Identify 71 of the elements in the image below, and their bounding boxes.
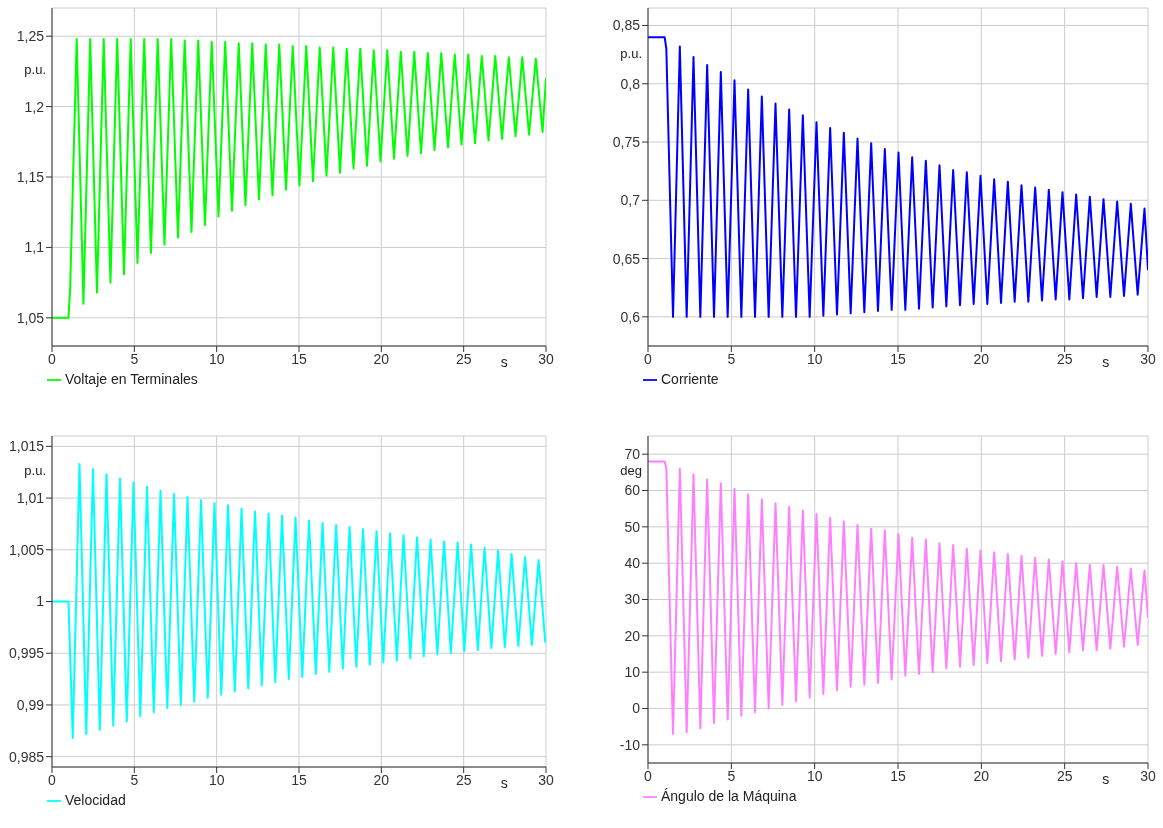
- y-tick-label: 70: [624, 446, 641, 463]
- y-tick-label: 1,15: [16, 168, 45, 185]
- x-tick-label: 20: [373, 350, 390, 367]
- y-tick-label: 50: [624, 518, 641, 535]
- x-tick-label: 15: [291, 350, 307, 367]
- x-tick-label: 5: [130, 771, 139, 788]
- x-tick-label: 0: [48, 350, 57, 367]
- x-tick-label: 20: [973, 350, 990, 367]
- x-tick-label: 25: [1056, 350, 1073, 367]
- y-tick-label: 1,01: [16, 490, 45, 507]
- line-series: [648, 36, 1148, 318]
- y-tick-label: 1,005: [8, 541, 45, 558]
- y-tick-label: -10: [619, 736, 641, 753]
- y-tick-label: 0,65: [612, 250, 641, 267]
- y-tick-label: 60: [624, 482, 641, 499]
- y-tick-label: 1,25: [16, 28, 45, 45]
- y-tick-label: 10: [624, 664, 641, 681]
- line-series: [52, 462, 546, 740]
- x-tick-label: 0: [644, 767, 653, 784]
- x-axis-title: s: [1102, 354, 1110, 370]
- x-axis-title: s: [1102, 771, 1110, 787]
- y-tick-label: 0,99: [16, 696, 45, 713]
- y-tick-label: 1,2: [24, 98, 45, 115]
- line-series: [648, 460, 1148, 735]
- y-tick-label: 0,8: [620, 75, 641, 92]
- x-tick-label: 20: [373, 771, 390, 788]
- y-axis-title: p.u.: [620, 45, 642, 61]
- legend-label: Velocidad: [65, 792, 126, 808]
- x-tick-label: 5: [727, 350, 736, 367]
- y-tick-label: 1,1: [24, 239, 45, 256]
- x-tick-label: 5: [130, 350, 139, 367]
- legend-label: Corriente: [661, 371, 719, 387]
- x-tick-label: 10: [208, 350, 225, 367]
- x-tick-label: 0: [48, 771, 57, 788]
- y-tick-label: 20: [624, 627, 641, 644]
- y-tick-label: 1: [36, 593, 45, 610]
- x-tick-label: 5: [727, 767, 736, 784]
- x-tick-label: 15: [890, 350, 906, 367]
- x-tick-label: 15: [291, 771, 307, 788]
- y-tick-label: 0,995: [8, 645, 45, 662]
- y-tick-label: 0,85: [612, 17, 641, 34]
- y-axis-title: deg: [620, 463, 642, 479]
- x-tick-label: 20: [973, 767, 990, 784]
- x-tick-label: 30: [1140, 350, 1156, 367]
- y-tick-label: 40: [624, 555, 641, 572]
- legend-label: Voltaje en Terminales: [65, 371, 198, 387]
- x-tick-label: 25: [455, 771, 472, 788]
- x-tick-label: 15: [890, 767, 906, 784]
- y-tick-label: 0,985: [8, 748, 45, 765]
- x-tick-label: 25: [1056, 767, 1073, 784]
- y-tick-label: 1,015: [8, 438, 45, 455]
- y-tick-label: 1,05: [16, 309, 45, 326]
- y-axis-title: p.u.: [24, 62, 46, 78]
- x-tick-label: 30: [538, 350, 554, 367]
- x-tick-label: 25: [455, 350, 472, 367]
- x-axis-title: s: [500, 354, 508, 370]
- y-tick-label: 30: [624, 591, 641, 608]
- x-axis-title: s: [500, 775, 508, 791]
- x-tick-label: 30: [538, 771, 554, 788]
- y-axis-title: p.u.: [24, 463, 46, 479]
- y-tick-label: 0: [632, 700, 641, 717]
- y-tick-label: 0,6: [620, 308, 641, 325]
- y-tick-label: 0,7: [620, 192, 641, 209]
- x-tick-label: 30: [1140, 767, 1156, 784]
- x-tick-label: 10: [208, 771, 225, 788]
- x-tick-label: 10: [806, 767, 823, 784]
- legend-label: Ángulo de la Máquina: [661, 788, 797, 804]
- y-tick-label: 0,75: [612, 134, 641, 150]
- line-series: [52, 37, 546, 319]
- x-tick-label: 0: [644, 350, 653, 367]
- x-tick-label: 10: [806, 350, 823, 367]
